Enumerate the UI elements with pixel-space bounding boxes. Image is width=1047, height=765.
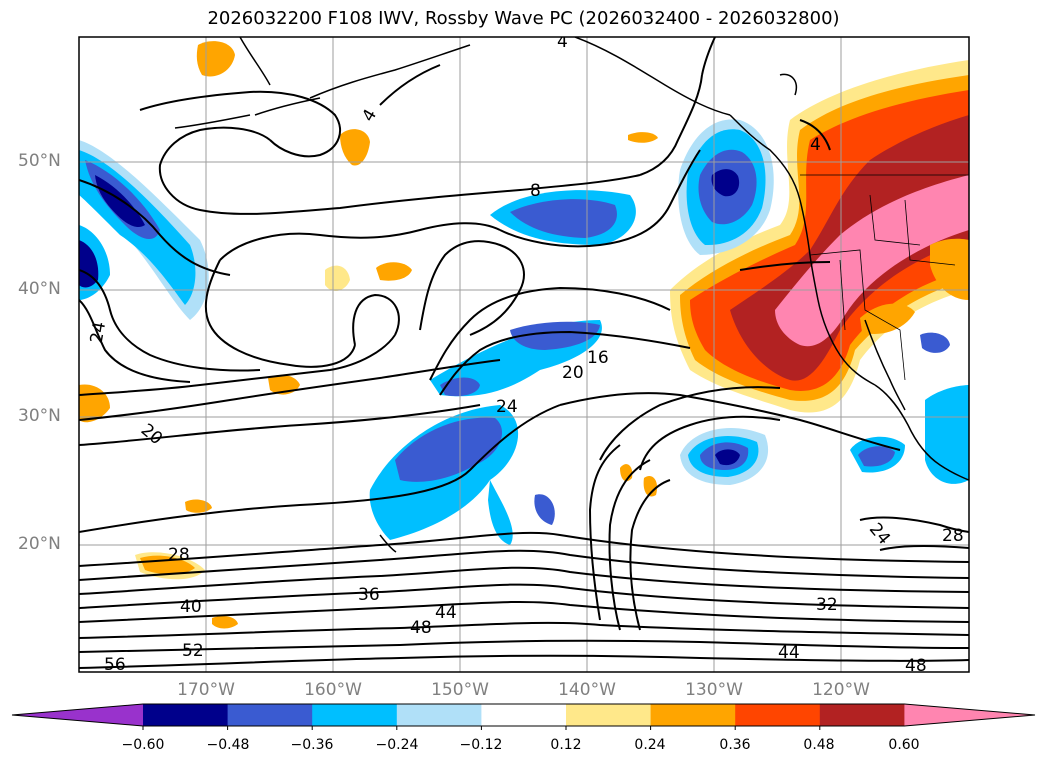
negative-anomaly-mexico: [920, 332, 950, 353]
colorbar-tick-label: −0.24: [375, 737, 419, 753]
negative-anomaly-mexico: [925, 385, 969, 484]
colorbar-segment: [819, 704, 905, 726]
colorbar-tick-label: −0.48: [206, 737, 250, 753]
contour-label: 4: [557, 32, 568, 52]
contour-label: 44: [435, 603, 457, 623]
contour-label: 28: [168, 545, 190, 565]
longitude-label: 170°W: [177, 680, 235, 700]
positive-anomaly-westcoast: [775, 175, 969, 347]
negative-anomaly-central: [488, 480, 513, 545]
colorbar-segment: [566, 704, 652, 726]
positive-anomaly-small: [643, 475, 658, 497]
latitude-label: 30°N: [18, 406, 61, 426]
contour-label: 56: [104, 655, 126, 675]
longitude-label: 120°W: [812, 680, 870, 700]
longitude-label: 160°W: [304, 680, 362, 700]
longitude-label: 150°W: [431, 680, 489, 700]
colorbar-segment: [735, 704, 821, 726]
contour-label: 24: [87, 320, 110, 345]
graticule: [79, 37, 969, 672]
contour-label: 48: [905, 656, 927, 676]
colorbar-extend-high: [904, 704, 1035, 726]
negative-anomaly-central: [510, 321, 600, 350]
colorbar-segment: [396, 704, 482, 726]
contour-label: 32: [816, 595, 838, 615]
contour-label: 28: [942, 526, 964, 546]
negative-anomaly-central: [395, 417, 503, 482]
positive-anomaly-small: [325, 265, 350, 292]
negative-anomaly-midpacific: [510, 199, 617, 238]
colorbar-segment: [312, 704, 398, 726]
positive-anomaly-small: [628, 132, 658, 143]
negative-anomaly-alaska: [711, 169, 740, 197]
negative-anomaly-subtropical: [715, 449, 740, 466]
colorbar-tick-label: −0.60: [121, 737, 165, 753]
colorbar-tick-label: −0.36: [290, 737, 334, 753]
anomaly-shading: [79, 41, 969, 629]
positive-anomaly-small: [340, 129, 370, 166]
map-title: 2026032200 F108 IWV, Rossby Wave PC (202…: [207, 8, 840, 29]
contour-label: 8: [530, 181, 541, 201]
negative-anomaly-central: [534, 494, 555, 525]
latitude-label: 40°N: [18, 279, 61, 299]
positive-anomaly-small: [212, 616, 238, 629]
contour-label: 52: [182, 641, 204, 661]
colorbar-segment: [650, 704, 736, 726]
contour-label: 44: [778, 643, 800, 663]
contour-label: 4: [810, 135, 821, 155]
colorbar: [11, 703, 1036, 730]
colorbar-tick-label: 0.12: [550, 737, 582, 753]
colorbar-tick-label: −0.12: [459, 737, 503, 753]
latitude-label: 50°N: [18, 151, 61, 171]
colorbar-tick-label: 0.48: [803, 737, 835, 753]
map-border: [78, 36, 970, 673]
colorbar-segment: [143, 704, 229, 726]
negative-anomaly-west: [79, 240, 99, 288]
contour-label: 24: [496, 397, 518, 417]
longitude-label: 140°W: [558, 680, 616, 700]
contour-label: 48: [410, 618, 432, 638]
iwv-contours: [79, 37, 969, 669]
positive-anomaly-small: [185, 499, 212, 513]
negative-anomaly-mexico: [858, 446, 895, 467]
political-boundaries: [800, 174, 969, 381]
colorbar-tick-label: 0.60: [888, 737, 920, 753]
contour-label: 40: [180, 597, 202, 617]
longitude-label: 130°W: [685, 680, 743, 700]
colorbar-tick-label: 0.24: [634, 737, 666, 753]
contour-label: 20: [562, 363, 584, 383]
latitude-label: 20°N: [18, 534, 61, 554]
colorbar-extend-low: [12, 704, 143, 726]
colorbar-segment: [481, 704, 567, 726]
positive-anomaly-small: [376, 262, 412, 281]
negative-anomaly-west: [95, 175, 145, 228]
contour-label: 16: [587, 348, 609, 368]
contour-label: 36: [358, 585, 380, 605]
colorbar-segment: [227, 704, 313, 726]
positive-anomaly-small: [930, 238, 969, 300]
positive-anomaly-small: [860, 303, 915, 334]
colorbar-tick-label: 0.36: [719, 737, 751, 753]
